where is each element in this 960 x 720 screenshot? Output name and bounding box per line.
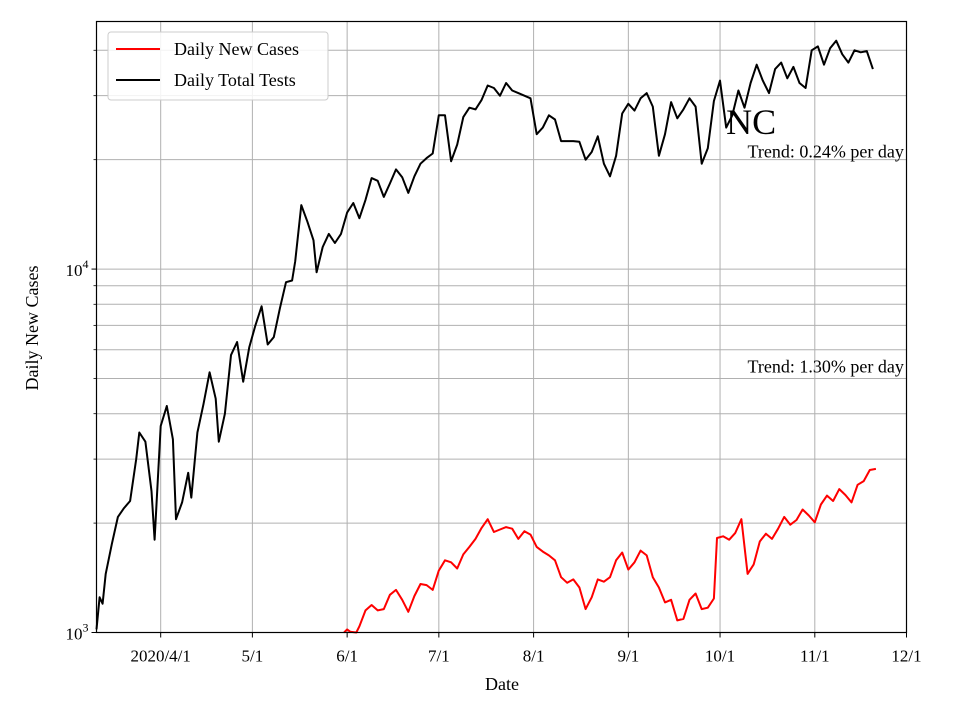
x-tick-label: 5/1	[242, 647, 264, 666]
x-tick-label: 10/1	[705, 647, 735, 666]
tick-marks	[91, 49, 907, 638]
trend-annotation: Trend: 1.30% per day	[748, 356, 904, 376]
legend-label-daily-new-cases: Daily New Cases	[174, 39, 299, 59]
y-tick-label: 103	[66, 621, 89, 644]
y-tick-exponent: 3	[83, 621, 89, 635]
x-tick-label: 11/1	[800, 647, 830, 666]
x-tick-label: 9/1	[617, 647, 639, 666]
x-axis-label: Date	[485, 674, 519, 694]
legend-label-daily-total-tests: Daily Total Tests	[174, 70, 296, 90]
y-tick-base: 10	[66, 625, 83, 644]
legend-box	[107, 31, 329, 101]
x-tick-label: 2020/4/1	[130, 647, 190, 666]
y-tick-base: 10	[66, 261, 83, 280]
trend-annotation: Trend: 0.24% per day	[748, 141, 904, 161]
grid	[96, 21, 907, 633]
x-tick-label: 6/1	[336, 647, 358, 666]
x-tick-label: 12/1	[891, 647, 921, 666]
tick-labels: 2020/4/1 5/1 6/1 7/1 8/1 9/1 10/1 11/1 12/110310…	[66, 257, 922, 665]
plot-frame	[95, 20, 908, 634]
series-layer	[95, 39, 877, 634]
y-tick-label: 104	[66, 257, 89, 280]
y-axis-label: Daily New Cases	[22, 266, 42, 391]
y-tick-exponent: 4	[83, 257, 89, 271]
x-tick-label: 8/1	[523, 647, 545, 666]
series-line-daily-new-cases	[343, 467, 877, 634]
legend: Daily New Cases Daily Total Tests	[107, 31, 329, 101]
state-label: NC	[726, 102, 776, 142]
series-line-daily-total-tests	[95, 39, 874, 630]
x-tick-label: 7/1	[428, 647, 450, 666]
